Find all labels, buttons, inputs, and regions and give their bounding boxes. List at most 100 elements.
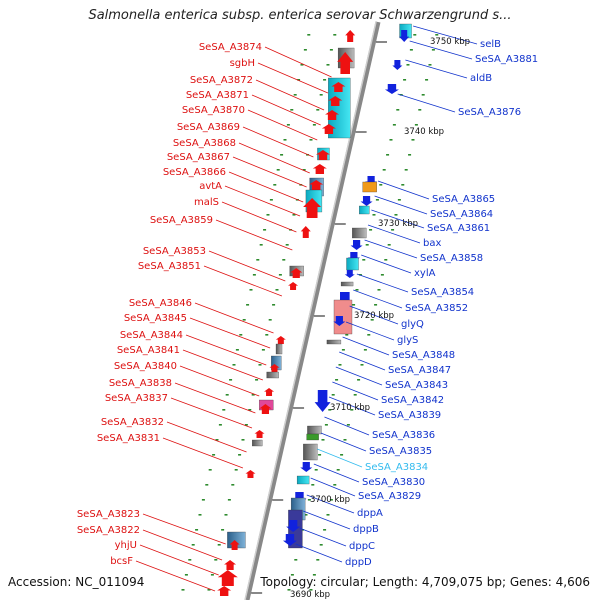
guide-dash — [302, 169, 306, 171]
label-sesa-a3859: SeSA_A3859 — [150, 215, 213, 226]
left-feature — [312, 164, 327, 174]
guide-dash — [329, 499, 333, 501]
label-sesa-a3853: SeSA_A3853 — [143, 246, 206, 257]
label-sesa-a3823: SeSA_A3823 — [77, 509, 140, 520]
guide-dash — [292, 214, 296, 216]
tick-3700: 3700 kbp — [310, 495, 350, 505]
guide-dash — [218, 424, 222, 426]
leader-line-left — [179, 365, 260, 397]
label-sesa-a3870: SeSA_A3870 — [182, 105, 245, 116]
guide-dash — [319, 544, 323, 546]
guide-dash — [232, 364, 236, 366]
label-sesa-a3866: SeSA_A3866 — [163, 167, 226, 178]
right-feature — [326, 339, 342, 345]
guide-dash — [205, 484, 209, 486]
right-feature — [384, 84, 399, 94]
guide-dash — [290, 574, 294, 576]
leader-line-right — [306, 494, 355, 514]
guide-dash — [304, 514, 308, 516]
leader-line-right — [412, 25, 478, 45]
leader-line-left — [208, 250, 286, 282]
leader-line-right — [339, 351, 386, 371]
label-sesa-a3830: SeSA_A3830 — [362, 477, 425, 488]
guide-dash — [221, 529, 225, 531]
backbone — [244, 21, 381, 600]
label-bcsf: bcsF — [110, 556, 133, 567]
guide-dash — [418, 109, 422, 111]
left-feature — [224, 560, 237, 570]
label-sesa-a3871: SeSA_A3871 — [186, 90, 249, 101]
guide-dash — [346, 424, 350, 426]
right-feature — [296, 475, 310, 485]
accession-text: Accession: NC_011094 — [8, 575, 145, 589]
left-feature — [328, 96, 343, 106]
guide-dash — [318, 454, 322, 456]
leader-line-left — [251, 94, 321, 126]
guide-dash — [394, 214, 398, 216]
leader-line-left — [232, 156, 307, 188]
guide-dash — [191, 544, 195, 546]
leader-line-right — [310, 477, 356, 497]
guide-dash — [428, 64, 432, 66]
guide-dash — [397, 199, 401, 201]
guide-dash — [316, 109, 320, 111]
label-sesa-a3841: SeSA_A3841 — [117, 345, 180, 356]
leader-line-right — [397, 93, 456, 113]
label-aldb: aldB — [470, 73, 492, 84]
guide-dash — [266, 214, 270, 216]
right-feature — [359, 205, 370, 215]
guide-dash — [251, 394, 255, 396]
guide-dash — [286, 124, 290, 126]
right-feature — [282, 534, 297, 546]
label-avta: avtA — [199, 181, 222, 192]
label-sesa-a3831: SeSA_A3831 — [97, 433, 160, 444]
right-feature — [286, 520, 301, 532]
label-sesa-a3843: SeSA_A3843 — [385, 380, 448, 391]
right-feature — [360, 196, 373, 206]
guide-dash — [375, 199, 379, 201]
guide-dash — [198, 514, 202, 516]
label-sesa-a3874: SeSA_A3874 — [199, 42, 262, 53]
guide-dash — [241, 439, 245, 441]
right-feature — [303, 443, 318, 461]
label-sgbh: sgbH — [230, 58, 255, 69]
guide-dash — [421, 94, 425, 96]
guide-dash — [208, 469, 212, 471]
guide-dash — [335, 379, 339, 381]
leader-line-left — [203, 265, 283, 297]
guide-dash — [326, 514, 330, 516]
label-dppb: dppB — [353, 524, 379, 535]
leader-line-right — [332, 381, 379, 401]
guide-dash — [311, 484, 315, 486]
guide-dash — [363, 349, 367, 351]
label-glys: glyS — [397, 335, 418, 346]
guide-dash — [374, 304, 378, 306]
leader-line-right — [328, 396, 376, 416]
leader-line-right — [342, 336, 390, 356]
guide-dash — [358, 274, 362, 276]
right-feature — [344, 270, 355, 278]
guide-dash — [425, 79, 429, 81]
leader-line-right — [299, 527, 347, 547]
guide-dash — [282, 259, 286, 261]
guide-dash — [283, 139, 287, 141]
guide-dash — [343, 439, 347, 441]
leader-line-right — [335, 366, 383, 386]
guide-dash — [323, 79, 327, 81]
left-feature — [252, 439, 263, 447]
guide-dash — [276, 169, 280, 171]
leader-line-right — [303, 510, 351, 530]
guide-dash — [229, 379, 233, 381]
left-feature — [254, 430, 265, 438]
leader-line-left — [242, 126, 314, 158]
guide-dash — [396, 109, 400, 111]
left-feature — [321, 124, 336, 134]
label-sesa-a3835: SeSA_A3835 — [369, 446, 432, 457]
left-feature — [309, 180, 324, 190]
guide-dash — [307, 499, 311, 501]
leader-line-right — [364, 239, 418, 259]
label-sesa-a3848: SeSA_A3848 — [392, 350, 455, 361]
guide-dash — [355, 289, 359, 291]
tick-labels: 3750 kbp 3740 kbp 3730 kbp 3720 kbp 3710… — [290, 37, 470, 600]
right-feature — [314, 390, 331, 412]
